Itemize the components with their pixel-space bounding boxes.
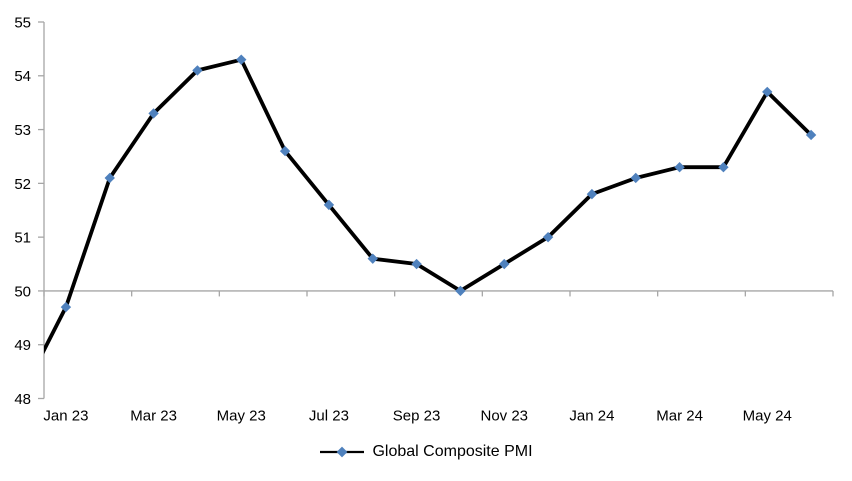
pmi-data-point-marker <box>805 129 817 141</box>
y-tick-label: 51 <box>14 230 31 247</box>
x-tick-label: Mar 24 <box>656 408 703 425</box>
y-tick-label: 52 <box>14 176 31 193</box>
x-axis-line-at-50 <box>43 290 834 297</box>
x-tick-label: Nov 23 <box>480 408 528 425</box>
x-tick-label: Jan 24 <box>569 408 614 425</box>
pmi-data-point-marker <box>323 199 335 211</box>
legend-label: Global Composite PMI <box>372 443 533 460</box>
x-tick-label: Jan 23 <box>43 408 88 425</box>
pmi-series <box>44 54 817 355</box>
pmi-data-point-marker <box>367 253 378 264</box>
y-tick-label: 50 <box>14 283 31 300</box>
pmi-data-point-marker <box>718 162 729 173</box>
pmi-data-point-marker <box>236 54 247 65</box>
x-axis-tick-labels: Jan 23 Mar 23 May 23 Jul 23 Sep 23 Nov 23 Jan … <box>43 408 791 425</box>
pmi-series-line <box>44 57 813 355</box>
pmi-data-point-marker <box>542 231 554 243</box>
x-tick-label: Jul 23 <box>309 408 349 425</box>
pmi-data-point-marker <box>148 108 159 119</box>
pmi-data-point-marker <box>630 172 641 184</box>
pmi-data-point-marker <box>674 162 685 173</box>
pmi-data-point-marker <box>455 285 466 297</box>
pmi-data-point-marker <box>411 258 422 270</box>
legend-line-marker-icon <box>320 446 365 458</box>
x-tick-label: Mar 23 <box>130 408 177 425</box>
x-tick-label: Sep 23 <box>393 408 441 425</box>
pmi-data-point-marker <box>586 188 598 200</box>
pmi-data-point-marker <box>192 65 203 76</box>
pmi-data-point-marker <box>60 301 72 313</box>
y-tick-label: 55 <box>14 14 31 31</box>
y-tick-label: 53 <box>14 122 31 139</box>
x-tick-label: May 23 <box>217 408 266 425</box>
legend: Global Composite PMI <box>0 441 852 463</box>
y-tick-label: 49 <box>14 337 31 354</box>
pmi-data-point-marker <box>104 172 115 184</box>
y-axis-tick-labels: 48 49 50 51 52 53 54 55 <box>14 14 31 408</box>
pmi-data-point-marker <box>279 145 291 157</box>
y-tick-label: 54 <box>14 68 31 85</box>
x-tick-label: May 24 <box>743 408 792 425</box>
pmi-data-point-marker <box>762 86 773 98</box>
y-tick-label: 48 <box>14 391 31 408</box>
pmi-data-point-marker <box>499 258 510 270</box>
y-axis <box>38 21 45 400</box>
